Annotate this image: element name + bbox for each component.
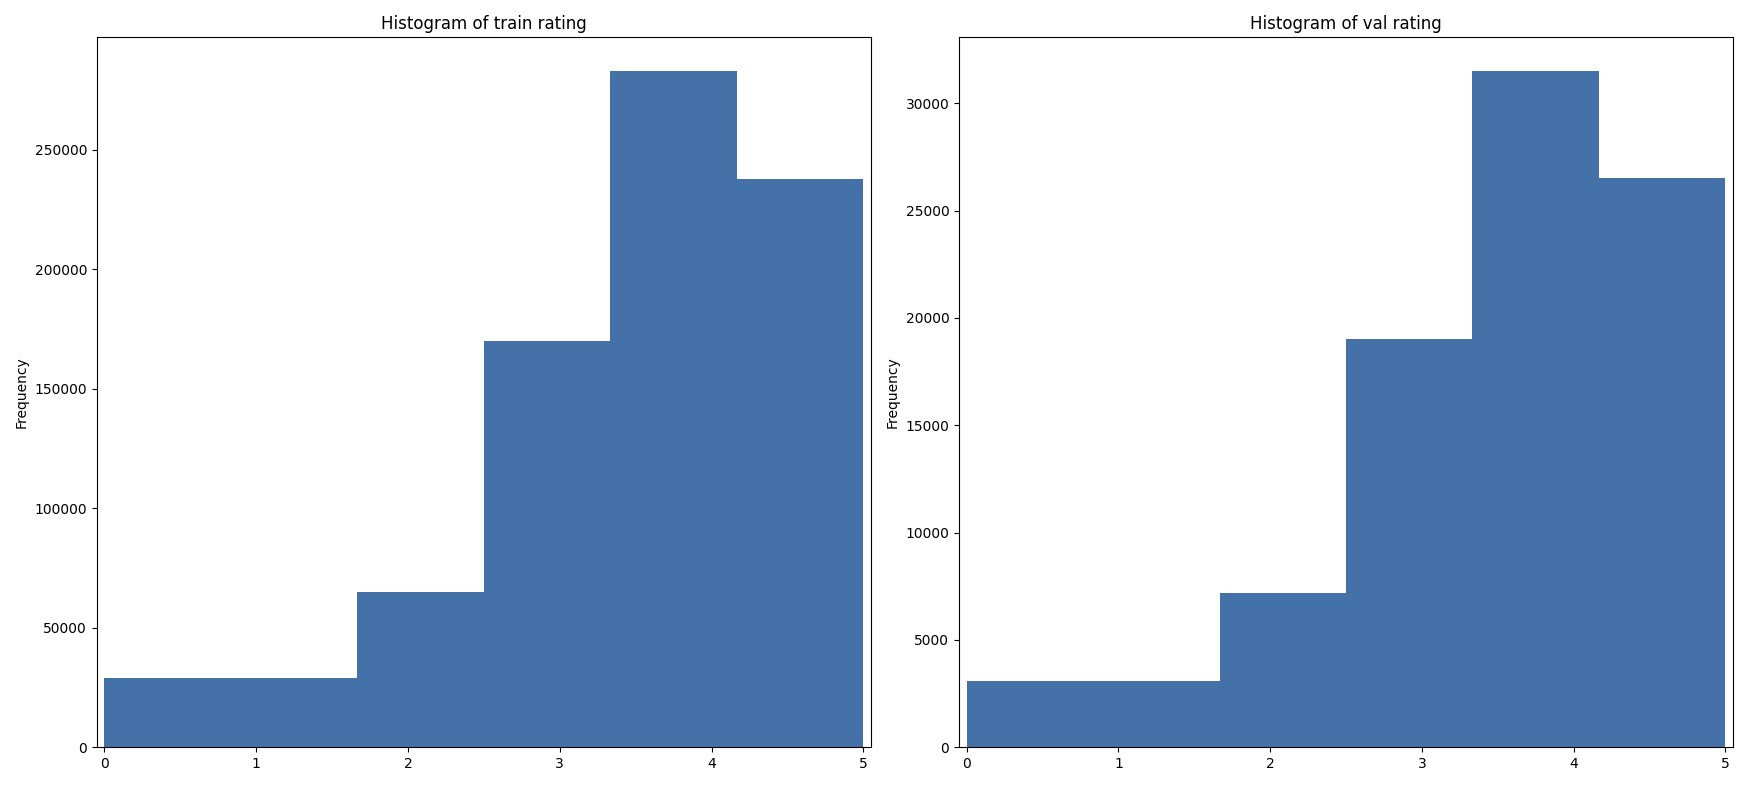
- Title: Histogram of val rating: Histogram of val rating: [1250, 15, 1442, 33]
- Bar: [1599, 178, 1725, 747]
- Title: Histogram of train rating: Histogram of train rating: [381, 15, 587, 33]
- Bar: [1346, 340, 1472, 747]
- Bar: [1220, 593, 1346, 747]
- Bar: [1092, 681, 1220, 747]
- Bar: [105, 678, 231, 747]
- Bar: [484, 341, 610, 747]
- Bar: [1472, 72, 1599, 747]
- Bar: [610, 72, 738, 747]
- Bar: [357, 592, 484, 747]
- Bar: [738, 178, 864, 747]
- Bar: [231, 678, 357, 747]
- Y-axis label: Frequency: Frequency: [886, 356, 900, 428]
- Y-axis label: Frequency: Frequency: [16, 356, 30, 428]
- Bar: [967, 681, 1092, 747]
